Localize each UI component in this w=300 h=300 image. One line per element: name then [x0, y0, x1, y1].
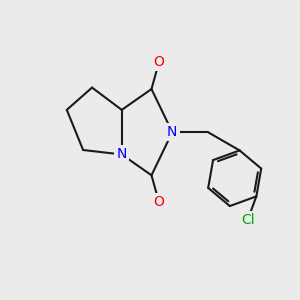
Text: O: O	[154, 195, 164, 209]
Text: N: N	[117, 148, 127, 161]
Text: Cl: Cl	[241, 213, 254, 227]
Text: N: N	[167, 125, 178, 139]
Text: O: O	[154, 55, 164, 69]
